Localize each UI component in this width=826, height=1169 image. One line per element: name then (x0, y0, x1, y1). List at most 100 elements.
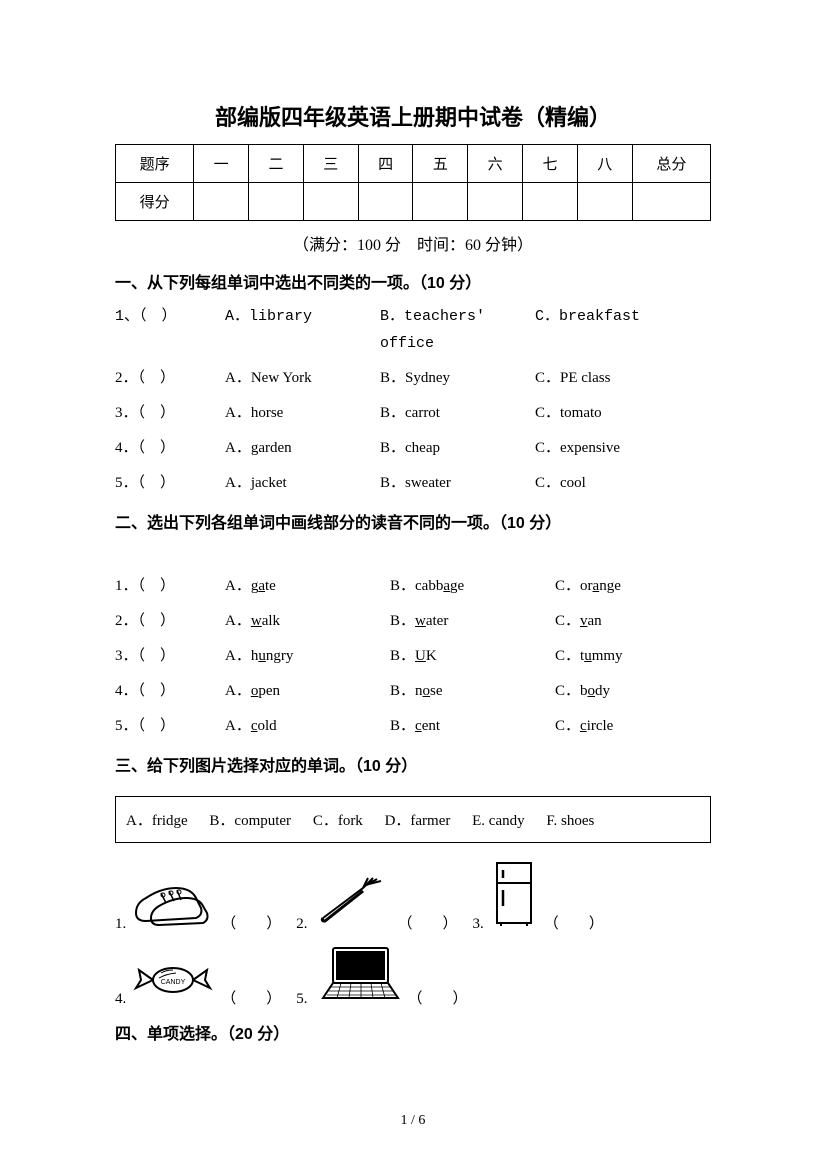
word-option: E. candy (472, 813, 524, 829)
question-row: 4．（ ） A．open B．nose C．body (115, 678, 711, 705)
score-cell (303, 183, 358, 221)
option-a: A．open (225, 678, 390, 705)
page-title: 部编版四年级英语上册期中试卷（精编） (115, 100, 711, 132)
word-option: A．fridge (126, 813, 188, 829)
col-header: 二 (249, 145, 304, 183)
option-c: C．expensive (535, 435, 711, 462)
word-option: F. shoes (546, 813, 594, 829)
question-row: 3．（ ） A．horse B．carrot C．tomato (115, 400, 711, 427)
picture-item: 4. CANDY （ ） (115, 958, 281, 1008)
option-c: C．van (555, 608, 711, 635)
word-option: C．fork (313, 813, 363, 829)
option-a: A．horse (225, 400, 380, 427)
pic-num: 2. (296, 916, 307, 933)
picture-item: 3. （ ） (473, 858, 604, 933)
section-header: 三、给下列图片选择对应的单词。（10 分） (115, 752, 711, 776)
question-num: 4．（ ） (115, 435, 225, 462)
table-row: 得分 (116, 183, 711, 221)
fridge-icon (489, 858, 539, 933)
option-a: A．library (225, 303, 380, 357)
option-b: B．cabbage (390, 573, 555, 600)
option-b: B．Sydney (380, 365, 535, 392)
question-num: 5．（ ） (115, 470, 225, 497)
row-label: 得分 (116, 183, 194, 221)
score-cell (249, 183, 304, 221)
score-cell (523, 183, 578, 221)
option-c: C．circle (555, 713, 711, 740)
question-num: 3．（ ） (115, 400, 225, 427)
shoes-icon (131, 873, 216, 933)
section-header: 一、从下列每组单词中选出不同类的一项。（10 分） (115, 269, 711, 293)
answer-blank: （ ） (408, 987, 468, 1008)
score-cell (632, 183, 710, 221)
option-c: C．tummy (555, 643, 711, 670)
section-header: 四、单项选择。（20 分） (115, 1020, 711, 1044)
option-b: B．UK (390, 643, 555, 670)
question-num: 2．（ ） (115, 608, 225, 635)
question-num: 4．（ ） (115, 678, 225, 705)
option-b: B．nose (390, 678, 555, 705)
pic-num: 3. (473, 916, 484, 933)
question-num: 1、（ ） (115, 303, 225, 357)
question-num: 2．（ ） (115, 365, 225, 392)
question-row: 5．（ ） A．cold B．cent C．circle (115, 713, 711, 740)
table-row: 题序 一 二 三 四 五 六 七 八 总分 (116, 145, 711, 183)
col-header: 八 (577, 145, 632, 183)
score-cell (413, 183, 468, 221)
option-a: A．walk (225, 608, 390, 635)
candy-icon: CANDY (131, 958, 216, 1008)
word-option: D．farmer (385, 813, 451, 829)
picture-row: 4. CANDY （ ） 5. (115, 943, 711, 1008)
picture-row: 1. （ ） 2. (115, 858, 711, 933)
question-row: 2．（ ） A．walk B．water C．van (115, 608, 711, 635)
question-row: 1、（ ） A．library B．teachers' office C．bre… (115, 303, 711, 357)
answer-blank: （ ） (221, 987, 281, 1008)
col-header: 一 (194, 145, 249, 183)
question-row: 3．（ ） A．hungry B．UK C．tummy (115, 643, 711, 670)
question-num: 3．（ ） (115, 643, 225, 670)
question-row: 2．（ ） A．New York B．Sydney C．PE class (115, 365, 711, 392)
question-row: 4．（ ） A．garden B．cheap C．expensive (115, 435, 711, 462)
option-c: C．tomato (535, 400, 711, 427)
row-label: 题序 (116, 145, 194, 183)
col-header: 五 (413, 145, 468, 183)
option-a: A．jacket (225, 470, 380, 497)
picture-item: 5. （ ） (296, 943, 467, 1008)
question-num: 1．（ ） (115, 573, 225, 600)
computer-icon (313, 943, 403, 1008)
col-header: 六 (468, 145, 523, 183)
option-a: A．garden (225, 435, 380, 462)
question-num: 5．（ ） (115, 713, 225, 740)
option-a: A．gate (225, 573, 390, 600)
pic-num: 4. (115, 991, 126, 1008)
option-b: B．carrot (380, 400, 535, 427)
option-c: C．cool (535, 470, 711, 497)
option-c: C．orange (555, 573, 711, 600)
col-header: 三 (303, 145, 358, 183)
fork-icon (313, 873, 393, 933)
page-number: 1 / 6 (0, 1113, 826, 1129)
score-cell (358, 183, 413, 221)
picture-item: 2. （ ） (296, 873, 457, 933)
option-a: A．cold (225, 713, 390, 740)
answer-blank: （ ） (544, 912, 604, 933)
score-table: 题序 一 二 三 四 五 六 七 八 总分 得分 (115, 144, 711, 221)
answer-blank: （ ） (221, 912, 281, 933)
score-cell (577, 183, 632, 221)
option-b: B．teachers' office (380, 303, 535, 357)
word-bank: A．fridge B．computer C．fork D．farmer E. c… (115, 796, 711, 843)
score-cell (468, 183, 523, 221)
pic-num: 5. (296, 991, 307, 1008)
svg-text:CANDY: CANDY (161, 979, 186, 986)
col-header: 七 (523, 145, 578, 183)
option-b: B．cheap (380, 435, 535, 462)
picture-item: 1. （ ） (115, 873, 281, 933)
total-header: 总分 (632, 145, 710, 183)
question-row: 1．（ ） A．gate B．cabbage C．orange (115, 573, 711, 600)
option-b: B．cent (390, 713, 555, 740)
question-row: 5．（ ） A．jacket B．sweater C．cool (115, 470, 711, 497)
col-header: 四 (358, 145, 413, 183)
option-a: A．New York (225, 365, 380, 392)
option-c: C．PE class (535, 365, 711, 392)
option-c: C．breakfast (535, 303, 711, 357)
